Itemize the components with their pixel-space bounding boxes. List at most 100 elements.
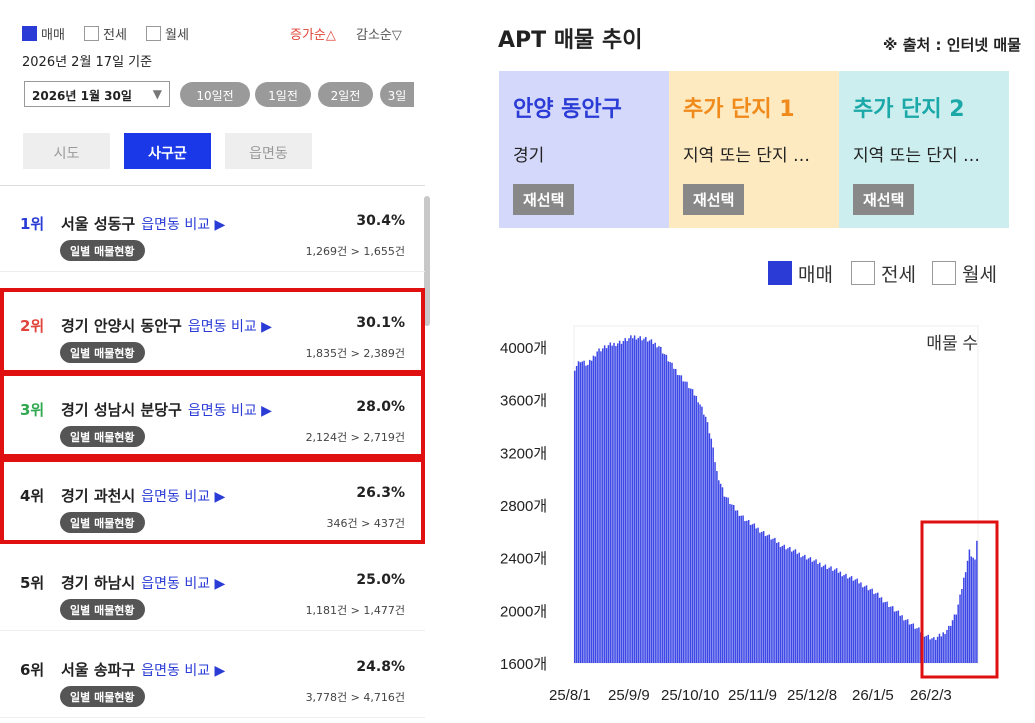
chart-bar	[701, 406, 703, 663]
compare-link[interactable]: 읍면동 비교 ▶	[141, 217, 226, 233]
daily-status-button[interactable]: 일별 매물현황	[60, 599, 145, 620]
tab-sido[interactable]: 시도	[23, 133, 110, 169]
chart-bar	[755, 528, 757, 663]
chart-bar	[710, 438, 713, 663]
chart-bar	[688, 388, 690, 663]
chart-bar	[820, 567, 823, 663]
chart-bar	[731, 504, 733, 663]
region-name[interactable]: 경기 과천시 읍면동 비교 ▶	[61, 487, 226, 505]
region-name[interactable]: 경기 하남시 읍면동 비교 ▶	[61, 574, 226, 592]
x-tick-label: 25/8/1	[549, 687, 591, 704]
chart-bar	[732, 505, 735, 663]
chart-bar	[841, 576, 843, 663]
filter-sale[interactable]: 매매	[22, 24, 65, 43]
daily-status-button[interactable]: 일별 매물현황	[60, 686, 145, 707]
chevron-down-icon: ▼	[152, 87, 162, 101]
ranking-row[interactable]: 3위 경기 성남시 분당구 읍면동 비교 ▶ 28.0% 일별 매물현황 2,124건 >…	[0, 372, 425, 458]
legend-wolse[interactable]: 월세	[932, 260, 997, 287]
chip-1day[interactable]: 1일전	[255, 82, 311, 107]
chart-bar	[583, 360, 585, 663]
chart-bar	[740, 515, 742, 663]
reselect-button[interactable]: 재선택	[853, 184, 915, 215]
chip-10days[interactable]: 10일전	[180, 82, 250, 107]
tab-eupmyeondong[interactable]: 읍면동	[225, 133, 312, 169]
region-name[interactable]: 서울 성동구 읍면동 비교 ▶	[61, 215, 226, 233]
ranking-row[interactable]: 5위 경기 하남시 읍면동 비교 ▶ 25.0% 일별 매물현황 1,181건 > 1,4…	[0, 545, 425, 631]
chart-bar	[598, 348, 600, 663]
daily-status-button[interactable]: 일별 매물현황	[60, 426, 145, 447]
ranking-row[interactable]: 1위 서울 성동구 읍면동 비교 ▶ 30.4% 일별 매물현황 1,269건 > 1,6…	[0, 186, 425, 272]
checkbox-chart-wolse[interactable]	[932, 261, 956, 285]
daily-status-button[interactable]: 일별 매물현황	[60, 240, 145, 261]
chart-bar	[800, 557, 802, 663]
legend-sale[interactable]: 매매	[768, 260, 833, 287]
compare-card[interactable]: 안양 동안구 경기 재선택	[499, 71, 669, 228]
compare-link[interactable]: 읍면동 비교 ▶	[141, 489, 226, 505]
compare-link[interactable]: 읍면동 비교 ▶	[141, 576, 226, 592]
chip-2days[interactable]: 2일전	[318, 82, 373, 107]
chart-bar	[669, 362, 671, 663]
compare-link[interactable]: 읍면동 비교 ▶	[141, 663, 226, 679]
chart-bar	[617, 343, 619, 663]
ranking-row[interactable]: 4위 경기 과천시 읍면동 비교 ▶ 26.3% 일별 매물현황 346건 > 437건	[0, 458, 425, 544]
daily-status-button[interactable]: 일별 매물현황	[60, 342, 145, 363]
chart-bar	[869, 589, 872, 663]
chart-bar	[648, 340, 651, 663]
ranking-row[interactable]: 2위 경기 안양시 동안구 읍면동 비교 ▶ 30.1% 일별 매물현황 1,835건 >…	[0, 288, 425, 374]
chart-bar	[809, 557, 812, 663]
chip-3days[interactable]: 3일	[380, 82, 414, 107]
chart-bar	[650, 339, 653, 663]
checkbox-jeonse[interactable]	[84, 26, 99, 41]
chart-bar	[976, 540, 978, 663]
card-title: 추가 단지 1	[683, 97, 795, 122]
sort-decrease[interactable]: 감소순▽	[356, 28, 402, 43]
ranking-row[interactable]: 6위 서울 송파구 읍면동 비교 ▶ 24.8% 일별 매물현황 3,778건 > 4,7…	[0, 632, 425, 718]
chart-bar	[929, 639, 931, 663]
chart-bar	[658, 346, 660, 663]
region-name[interactable]: 서울 송파구 읍면동 비교 ▶	[61, 661, 226, 679]
checkbox-chart-sale[interactable]	[768, 261, 792, 285]
compare-link[interactable]: 읍면동 비교 ▶	[187, 319, 272, 335]
chart-bar	[622, 340, 625, 663]
sort-increase[interactable]: 증가순△	[290, 28, 336, 43]
chart-bar	[761, 531, 763, 663]
chart-bar	[899, 615, 901, 663]
legend-jeonse[interactable]: 전세	[851, 260, 916, 287]
chart-bar	[734, 510, 737, 663]
chart-bar	[942, 632, 944, 663]
filter-jeonse[interactable]: 전세	[84, 24, 127, 43]
reselect-button[interactable]: 재선택	[513, 184, 575, 215]
chart-bar	[673, 368, 675, 663]
chart-bar	[839, 571, 842, 663]
compare-card[interactable]: 추가 단지 2 지역 또는 단지 … 재선택	[839, 71, 1009, 228]
chart-bar	[665, 354, 668, 663]
checkbox-sale[interactable]	[22, 26, 37, 41]
compare-card[interactable]: 추가 단지 1 지역 또는 단지 … 재선택	[669, 71, 839, 228]
chart-bar	[762, 531, 765, 663]
chart-bar	[615, 346, 617, 663]
chart-bar	[843, 575, 845, 663]
chart-bar	[577, 361, 580, 663]
listing-counts: 346건 > 437건	[326, 517, 405, 530]
tab-sigungu[interactable]: 사구군	[124, 133, 211, 169]
y-tick-label: 4000개	[500, 340, 547, 357]
scrollbar-thumb[interactable]	[424, 196, 430, 326]
chart-bar	[918, 627, 920, 663]
chart-bar	[579, 362, 582, 663]
daily-status-button[interactable]: 일별 매물현황	[60, 512, 145, 533]
reselect-button[interactable]: 재선택	[683, 184, 745, 215]
compare-date-select[interactable]: 2026년 1월 30일 ▼	[24, 81, 170, 107]
region-name[interactable]: 경기 성남시 분당구 읍면동 비교 ▶	[61, 401, 272, 419]
checkbox-chart-jeonse[interactable]	[851, 261, 875, 285]
region-name[interactable]: 경기 안양시 동안구 읍면동 비교 ▶	[61, 317, 272, 335]
chart-bar	[787, 548, 789, 663]
checkbox-wolse[interactable]	[146, 26, 161, 41]
chart-bar	[716, 471, 718, 663]
filter-wolse[interactable]: 월세	[146, 24, 189, 43]
chart-bar	[575, 365, 578, 663]
x-tick-label: 26/2/3	[910, 687, 952, 704]
chart-bar	[959, 594, 961, 663]
chart-bar	[860, 582, 862, 663]
chart-bar	[940, 636, 943, 663]
compare-link[interactable]: 읍면동 비교 ▶	[187, 403, 272, 419]
